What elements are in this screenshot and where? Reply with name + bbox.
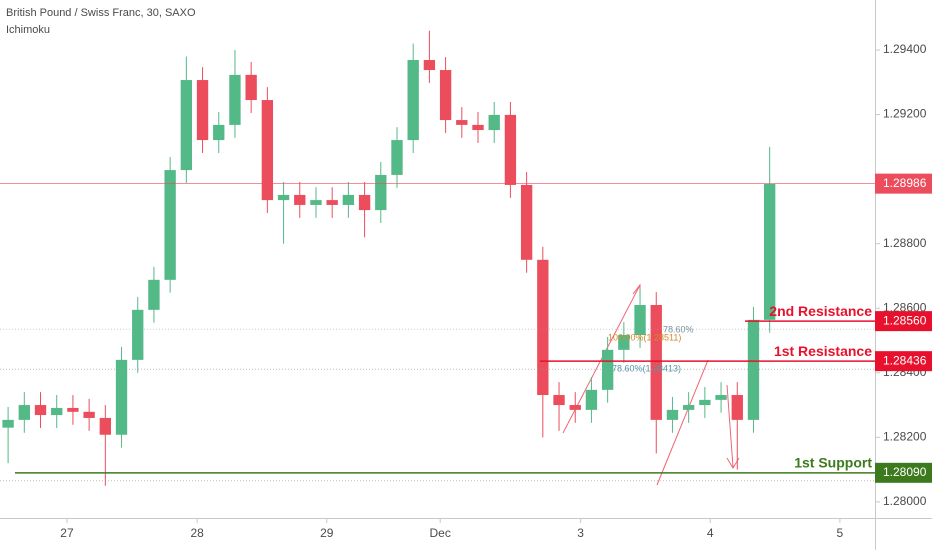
candle-body [731,395,743,420]
x-tick-label: 3 [577,526,584,540]
candle-body [18,405,30,420]
candle-body [520,184,533,260]
candle-body [115,359,128,435]
candle-body [67,407,79,412]
y-tick-label: 1.29400 [883,42,927,56]
candle-body [715,395,727,400]
level-price: 1.28560 [883,313,927,327]
candle-body [682,405,695,410]
candle-body [148,279,160,310]
candle-body [261,100,274,201]
candle-body [407,60,419,141]
last-price-label: 1.28986 [883,176,927,190]
candle-body [585,389,598,410]
candle-body [747,319,760,420]
fib-label: 78.60% [663,324,694,334]
candle-body [83,411,95,418]
y-tick-label: 1.28200 [883,429,927,443]
level-tag [875,462,932,483]
x-tick-label: 29 [320,526,334,540]
candle-body [180,80,193,171]
level-price: 1.28436 [883,353,927,367]
last-price-tag [875,173,932,194]
candle-body [456,120,468,125]
candle-body [2,419,14,428]
y-tick-label: 1.28000 [883,494,927,508]
candle-body [699,399,711,406]
candle-body [423,60,436,71]
candle-body [196,80,209,141]
candle-body [132,309,144,360]
x-tick-label: 5 [837,526,844,540]
candle-body [245,74,257,101]
candle-body [34,405,47,416]
x-tick-label: 4 [707,526,714,540]
chart-title: British Pound / Swiss Franc, 30, SAXO [6,7,196,19]
candle-body [51,407,63,416]
candle-body [294,194,306,205]
fib-label: 100.00%(1.28511) [608,332,681,342]
y-tick-label: 1.28600 [883,300,927,314]
level-tag [875,311,932,332]
candle-body [601,349,614,390]
candle-body [618,335,630,350]
candle-body [229,74,241,125]
candle-body [310,200,322,205]
y-tick-label: 1.29200 [883,107,927,121]
x-tick-label: 27 [60,526,74,540]
candle-body [375,174,387,211]
fib-label: 78.60%(1.28413) [612,363,681,373]
candle-body [439,70,452,121]
candle-body [213,124,225,141]
candle-body [488,114,500,131]
level-tag [875,351,932,372]
level-price: 1.28090 [883,465,927,479]
candle-body [342,194,355,205]
trend-arrow [656,359,709,486]
level-name: 2nd Resistance [769,303,872,319]
candle-body [326,200,338,205]
x-tick-label: Dec [430,526,451,540]
x-tick-label: 28 [190,526,204,540]
candle-body [764,183,776,320]
level-name: 1st Resistance [774,343,872,359]
candle-body [666,409,679,420]
candle-body [634,304,646,336]
candle-body [537,259,549,396]
candle-body [358,194,371,211]
level-name: 1st Support [794,455,872,471]
candle-body [504,114,517,185]
candle-body [569,405,581,410]
y-tick-label: 1.28800 [883,236,927,250]
candle-body [472,124,484,131]
candle-body [99,417,111,435]
indicator-name: Ichimoku [6,24,50,36]
candle-body [553,395,565,406]
candle-body [277,194,290,201]
candle-body [650,304,662,420]
candle-body [164,170,176,280]
candle-body [391,140,403,175]
down-arrow [726,384,734,468]
